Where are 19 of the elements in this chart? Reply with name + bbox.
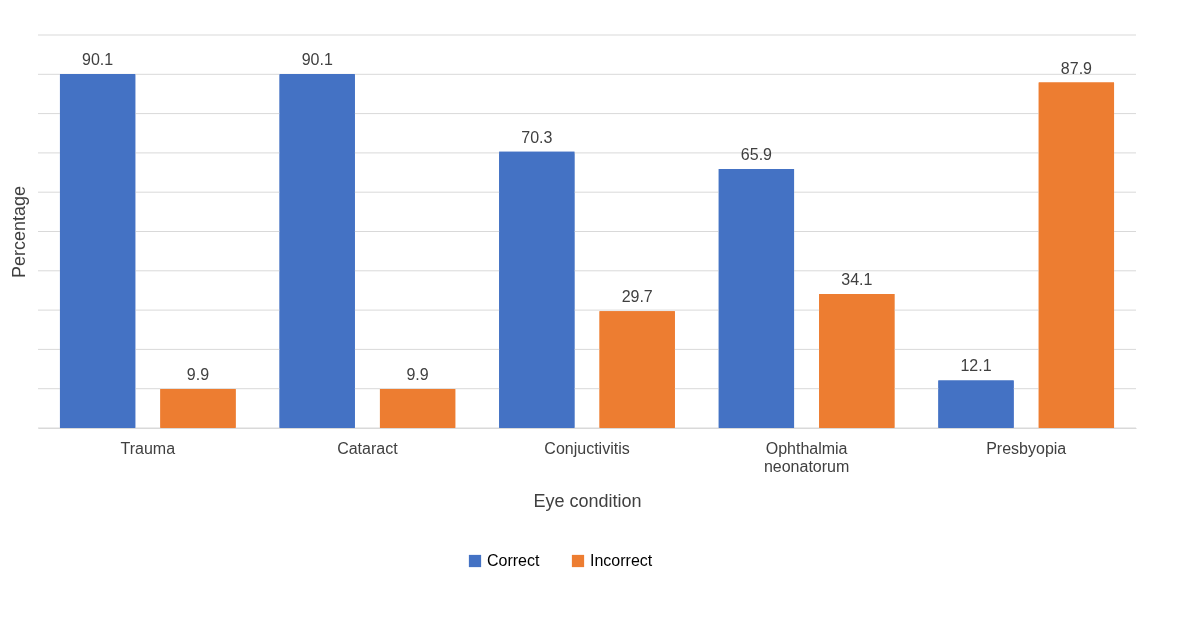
data-label: 90.1 (301, 50, 333, 68)
x-tick-label: Cataract (337, 439, 399, 457)
data-label: 9.9 (406, 366, 429, 384)
legend-label: Correct (487, 552, 541, 569)
x-tick-label: Trauma (120, 439, 176, 457)
data-label: 65.9 (740, 146, 773, 164)
data-label: 70.3 (521, 128, 553, 146)
data-label: 9.9 (186, 366, 210, 384)
data-label: 90.1 (82, 50, 114, 68)
y-axis-title: Percentage (8, 185, 29, 279)
data-label: 12.1 (960, 357, 992, 375)
data-label: 87.9 (1060, 59, 1093, 77)
x-tick-label: Ophthalmia neonatorum (763, 439, 850, 475)
legend-label: Incorrect (590, 552, 653, 569)
data-label: 29.7 (621, 288, 653, 306)
x-tick-label: Presbyopia (986, 439, 1067, 457)
x-axis-title: Eye condition (533, 490, 642, 511)
data-label: 34.1 (841, 270, 873, 288)
x-tick-label: Conjuctivitis (544, 439, 630, 457)
